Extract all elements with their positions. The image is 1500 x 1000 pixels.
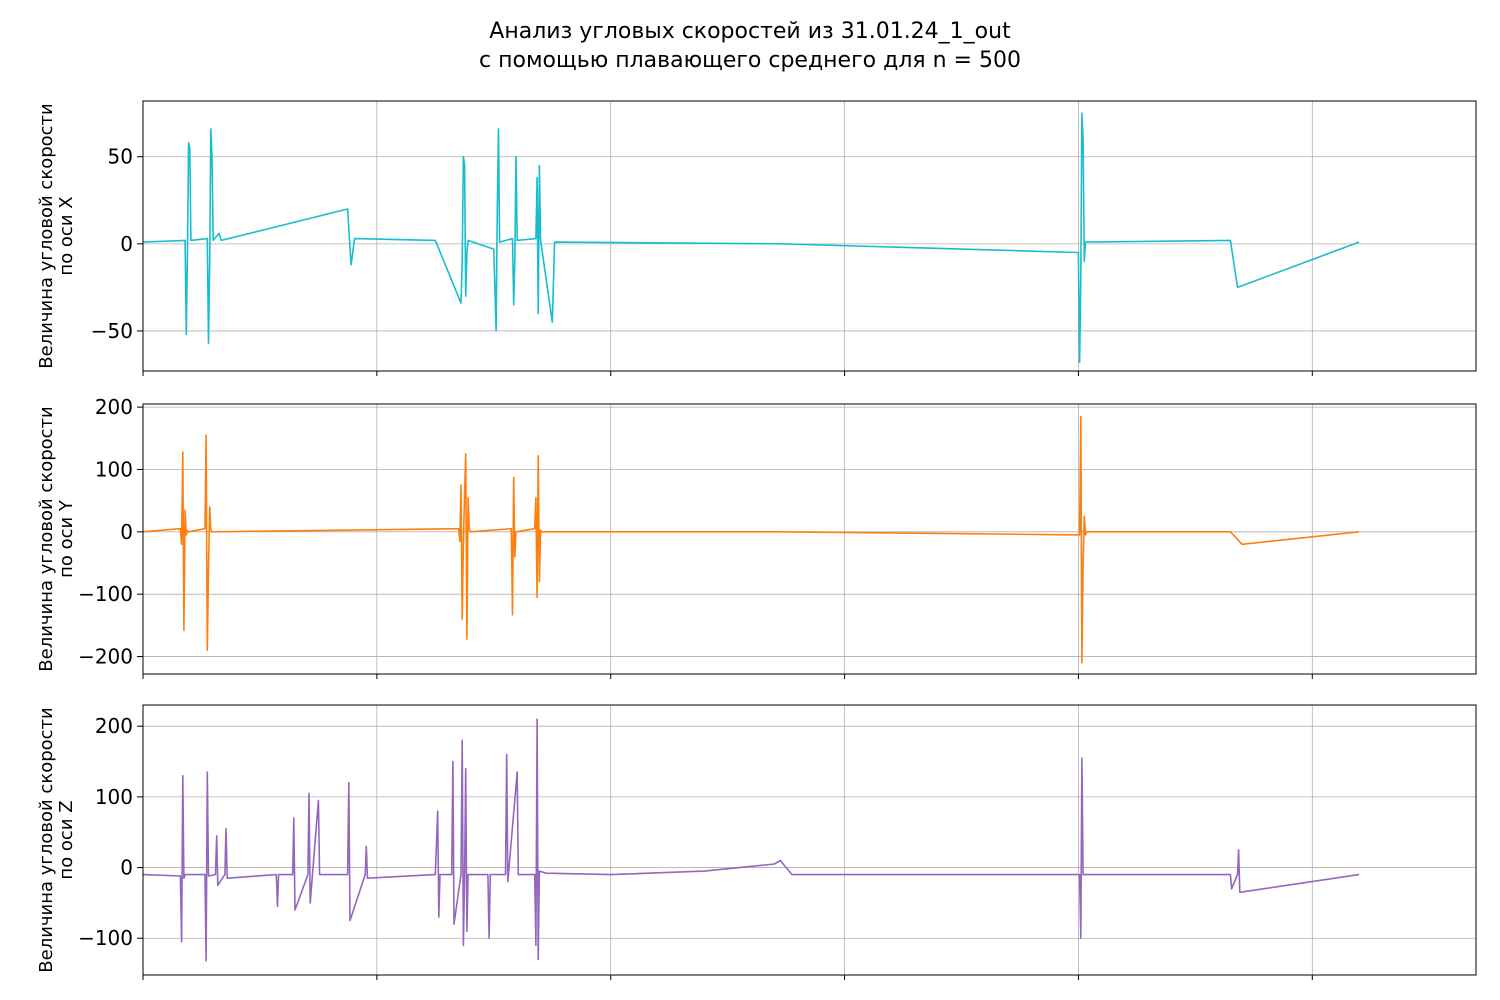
y-tick-label: 100: [95, 457, 133, 481]
y-tick-label: −200: [78, 645, 133, 669]
y-axis-label-line-2: по оси Y: [56, 499, 77, 578]
y-tick-label: −50: [91, 319, 133, 343]
chart-title-line-1: Анализ угловых скоростей из 31.01.24_1_o…: [489, 19, 1011, 44]
y-tick-label: 200: [95, 395, 133, 419]
chart-title-line-2: с помощью плавающего среднего для n = 50…: [479, 48, 1021, 73]
y-axis-label-line-1: Величина угловой скорости: [36, 103, 57, 368]
y-axis-label-line-2: по оси X: [56, 196, 77, 275]
y-axis-label-line-1: Величина угловой скорости: [36, 707, 57, 972]
y-tick-label: 0: [120, 520, 133, 544]
y-tick-label: −100: [78, 926, 133, 950]
y-axis-label-line-2: по оси Z: [56, 800, 77, 879]
y-tick-label: 100: [95, 785, 133, 809]
y-tick-label: 50: [108, 145, 133, 169]
y-tick-label: −100: [78, 582, 133, 606]
y-tick-label: 0: [120, 232, 133, 256]
y-tick-label: 200: [95, 714, 133, 738]
y-tick-label: 0: [120, 856, 133, 880]
y-axis-label-line-1: Величина угловой скорости: [36, 406, 57, 671]
